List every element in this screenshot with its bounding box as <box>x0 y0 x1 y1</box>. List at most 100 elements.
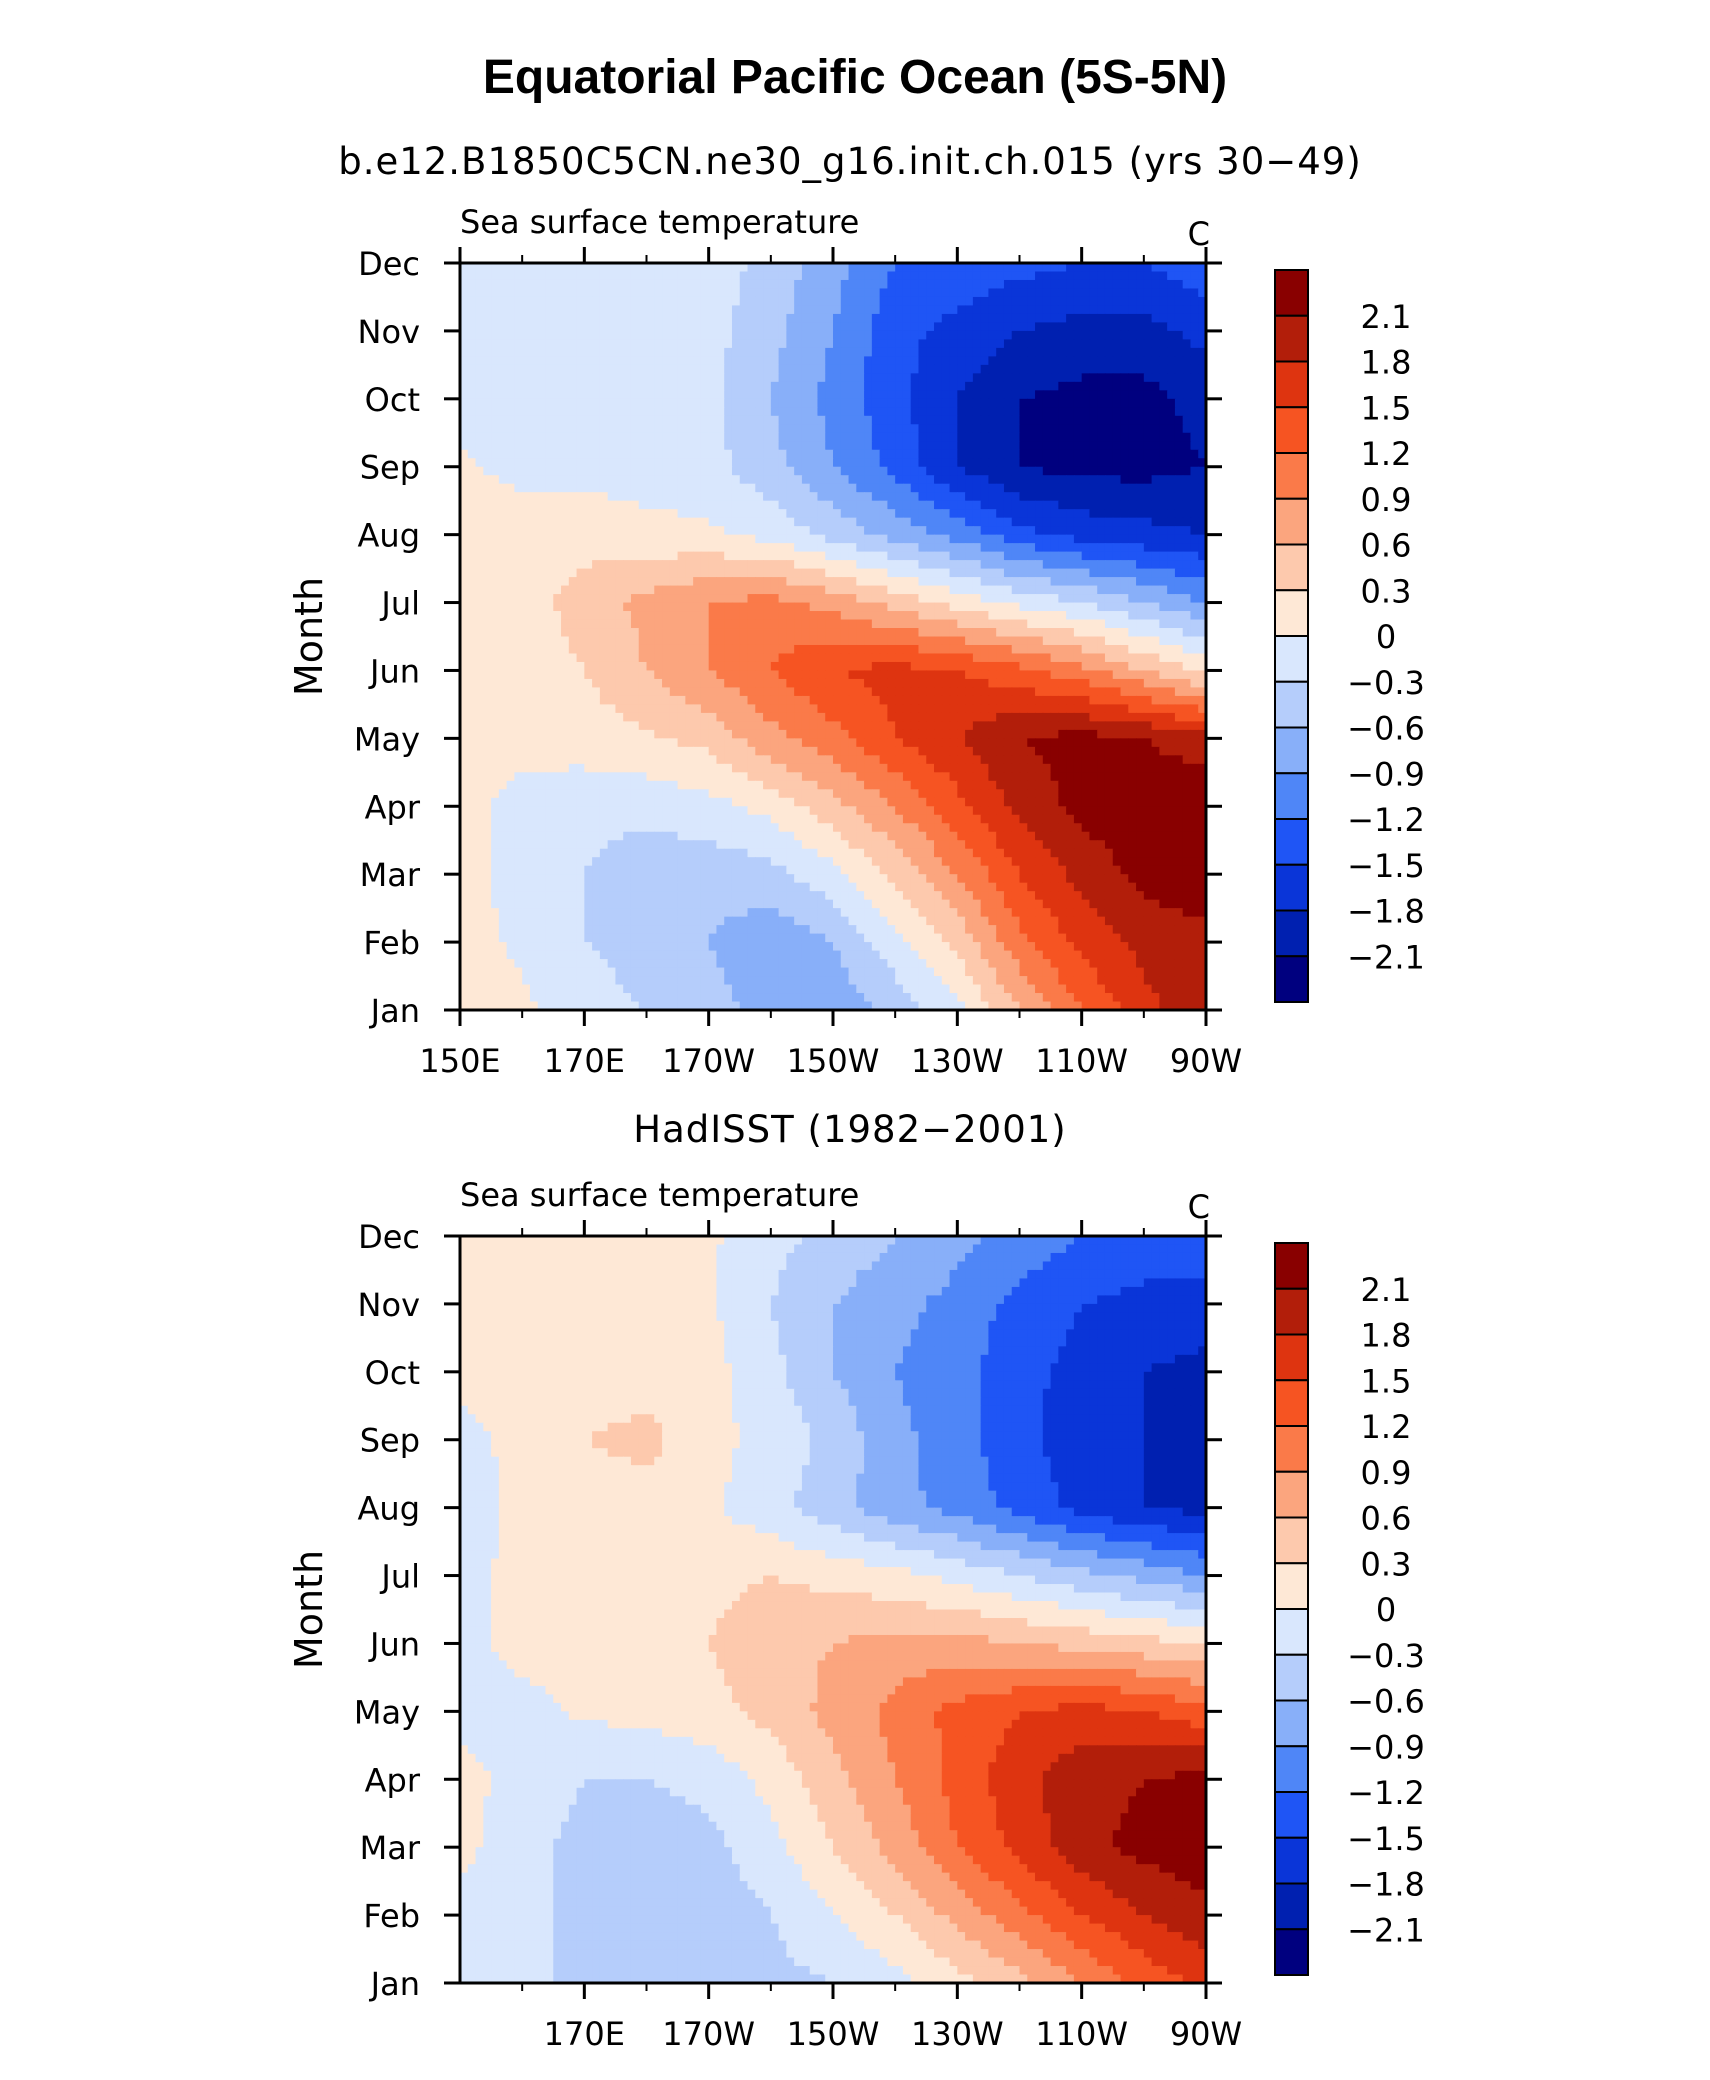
heatmap-cell <box>1128 551 1137 561</box>
heatmap-cell <box>615 449 624 459</box>
heatmap-cell <box>1120 330 1129 340</box>
heatmap-cell <box>498 313 508 324</box>
heatmap-cell <box>926 288 935 298</box>
heatmap-cell <box>1136 526 1145 536</box>
heatmap-cell <box>833 305 842 315</box>
heatmap-cell <box>833 432 842 442</box>
heatmap-cell <box>693 322 702 332</box>
heatmap-cell <box>809 611 819 621</box>
heatmap-cell <box>1128 305 1137 315</box>
heatmap-cell <box>514 695 523 706</box>
heatmap-cell <box>498 364 508 374</box>
heatmap-cell <box>934 611 943 621</box>
heatmap-cell <box>460 458 469 468</box>
heatmap-cell <box>568 687 578 697</box>
heatmap-cell <box>607 347 617 357</box>
heatmap-cell <box>817 551 826 561</box>
heatmap-cell <box>1097 653 1106 663</box>
heatmap-cell <box>1128 619 1137 629</box>
heatmap-cell <box>1143 475 1153 485</box>
heatmap-cell <box>996 339 1005 349</box>
heatmap-cell <box>638 594 648 604</box>
heatmap-cell <box>623 424 632 434</box>
heatmap-cell <box>770 339 780 349</box>
heatmap-cell <box>755 483 764 493</box>
heatmap-cell <box>739 577 749 587</box>
heatmap-cell <box>965 500 974 510</box>
heatmap-cell <box>965 347 974 357</box>
heatmap-cell <box>934 449 943 459</box>
heatmap-cell <box>708 661 718 672</box>
heatmap-cell <box>584 534 593 544</box>
heatmap-cell <box>747 585 756 595</box>
heatmap-cell <box>934 398 943 408</box>
heatmap-cell <box>1027 492 1036 502</box>
heatmap-cell <box>669 466 679 476</box>
heatmap-cell <box>561 398 570 408</box>
heatmap-cell <box>1143 594 1153 604</box>
heatmap-cell <box>1027 279 1036 290</box>
heatmap-cell <box>1143 288 1153 298</box>
heatmap-cell <box>926 585 935 595</box>
heatmap-cell <box>1190 653 1199 663</box>
heatmap-cell <box>957 560 966 570</box>
heatmap-cell <box>1003 271 1013 281</box>
heatmap-cell <box>529 492 539 502</box>
heatmap-cell <box>498 263 508 273</box>
heatmap-cell <box>833 441 842 451</box>
heatmap-cell <box>662 313 671 324</box>
heatmap-cell <box>584 339 593 349</box>
heatmap-cell <box>1035 670 1044 680</box>
heatmap-cell <box>1097 636 1106 646</box>
heatmap-cell <box>972 296 982 307</box>
heatmap-cell <box>778 475 787 485</box>
heatmap-cell <box>949 602 958 612</box>
heatmap-cell <box>1035 628 1044 638</box>
heatmap-cell <box>522 398 531 408</box>
heatmap-cell <box>553 636 562 646</box>
heatmap-cell <box>1019 653 1028 663</box>
heatmap-cell <box>677 390 686 400</box>
heatmap-cell <box>1174 509 1184 519</box>
heatmap-cell <box>662 644 671 655</box>
heatmap-cell <box>498 288 508 298</box>
heatmap-cell <box>537 263 547 273</box>
heatmap-cell <box>506 279 515 290</box>
heatmap-cell <box>1050 288 1059 298</box>
heatmap-cell <box>1136 381 1145 391</box>
heatmap-cell <box>1104 695 1114 706</box>
heatmap-cell <box>1042 441 1052 451</box>
heatmap-cell <box>1143 551 1153 561</box>
heatmap-cell <box>965 424 974 434</box>
heatmap-cell <box>677 661 686 672</box>
heatmap-cell <box>1058 509 1067 519</box>
heatmap-cell <box>941 551 951 561</box>
heatmap-cell <box>1143 458 1153 468</box>
heatmap-cell <box>607 611 617 621</box>
heatmap-cell <box>972 611 982 621</box>
heatmap-cell <box>599 619 609 629</box>
heatmap-cell <box>848 305 857 315</box>
heatmap-cell <box>576 534 585 544</box>
heatmap-cell <box>879 407 888 417</box>
heatmap-cell <box>895 644 904 655</box>
heatmap-cell <box>825 263 834 273</box>
heatmap-cell <box>529 373 539 383</box>
heatmap-cell <box>475 441 484 451</box>
heatmap-cell <box>545 543 554 553</box>
heatmap-cell <box>724 381 733 391</box>
heatmap-cell <box>887 585 896 595</box>
heatmap-cell <box>1159 678 1168 689</box>
heatmap-cell <box>1035 398 1044 408</box>
heatmap-cell <box>1097 619 1106 629</box>
heatmap-cell <box>561 585 570 595</box>
heatmap-cell <box>1128 441 1137 451</box>
heatmap-cell <box>755 271 764 281</box>
heatmap-cell <box>1190 475 1199 485</box>
heatmap-cell <box>537 585 547 595</box>
heatmap-cell <box>1097 322 1106 332</box>
heatmap-cell <box>506 449 515 459</box>
heatmap-cell <box>833 296 842 307</box>
heatmap-cell <box>778 687 787 697</box>
heatmap-cell <box>763 347 772 357</box>
